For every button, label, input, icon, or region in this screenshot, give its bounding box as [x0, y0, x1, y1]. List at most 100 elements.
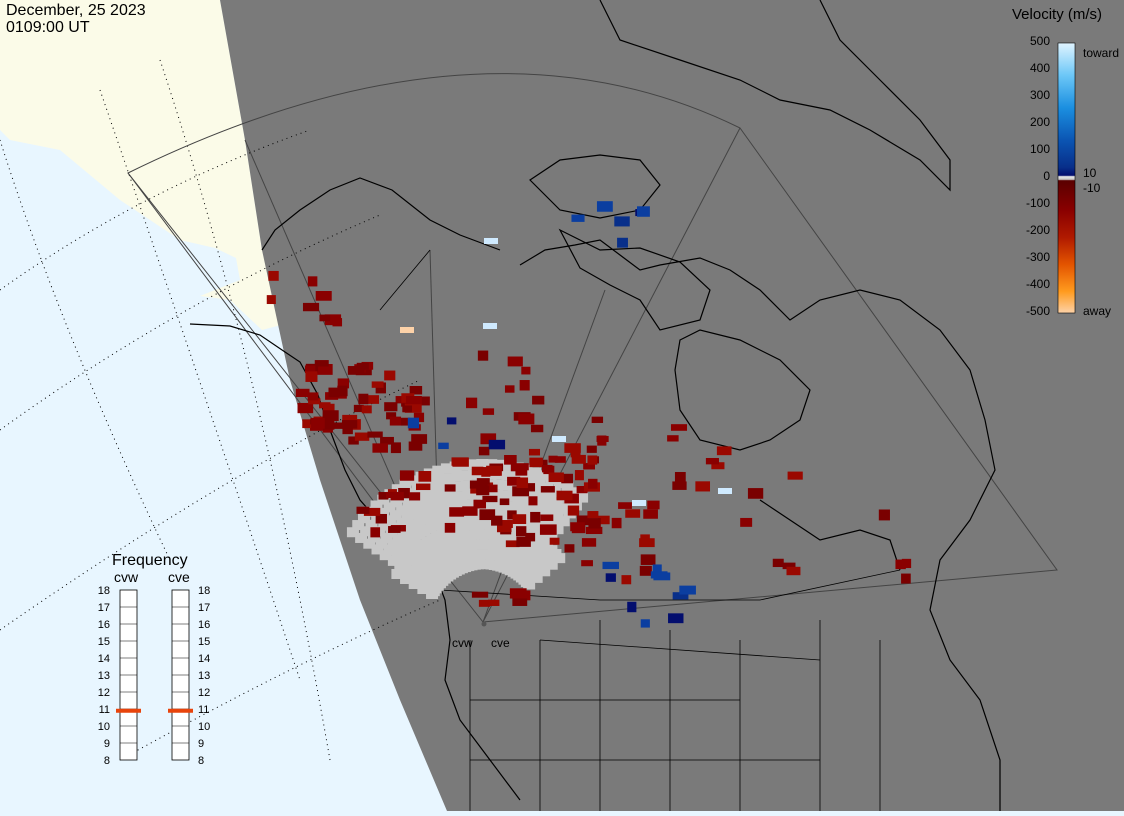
frequency-tick-label: 17 [98, 602, 110, 614]
velocity-cell [402, 405, 412, 413]
velocity-cell [478, 446, 490, 456]
velocity-cell [519, 380, 530, 391]
velocity-cell [512, 598, 528, 606]
ground-scatter-cell [569, 500, 582, 511]
velocity-cell [617, 237, 628, 248]
ground-scatter-cell [523, 579, 536, 590]
velocity-cell [679, 585, 696, 595]
ground-scatter-cell [433, 496, 446, 507]
ground-scatter-cell [469, 489, 482, 500]
velocity-cell [413, 412, 425, 423]
velocity-cell [587, 511, 599, 519]
frequency-tick-label: 11 [99, 704, 110, 716]
velocity-cell [539, 524, 557, 535]
velocity-cell [409, 385, 423, 395]
velocity-cell [409, 492, 421, 501]
ground-scatter-cell [437, 506, 450, 517]
velocity-cell [316, 364, 333, 375]
velocity-cell [576, 486, 588, 494]
frequency-radar-cve: cve [168, 569, 190, 585]
velocity-cell [348, 436, 359, 445]
ground-scatter-cell [432, 465, 445, 476]
velocity-cell [444, 522, 456, 533]
velocity-cell [372, 443, 388, 453]
velocity-cell [363, 507, 381, 516]
velocity-cell [528, 496, 538, 506]
ground-scatter-cell [370, 500, 383, 511]
ground-scatter-cell [553, 477, 566, 488]
ground-scatter-cell [499, 480, 512, 491]
ground-scatter-cell [509, 503, 522, 514]
ground-scatter-cell [383, 515, 396, 526]
svg-text:0: 0 [1043, 169, 1050, 183]
velocity-cell [483, 323, 497, 329]
velocity-cell [356, 506, 370, 514]
velocity-cell [670, 424, 688, 431]
velocity-cell [705, 457, 719, 465]
svg-text:-200: -200 [1026, 223, 1050, 237]
ground-scatter-cell [399, 479, 412, 490]
velocity-cell [308, 398, 321, 405]
velocity-cell [471, 466, 484, 476]
velocity-cell [532, 395, 545, 405]
velocity-cell [611, 517, 622, 529]
velocity-cell [302, 302, 320, 312]
ground-scatter-cell [557, 503, 570, 514]
velocity-cell [388, 526, 401, 533]
velocity-cell [328, 387, 340, 398]
velocity-cell [329, 422, 344, 429]
ground-scatter-cell [568, 487, 581, 498]
ground-scatter-cell [396, 505, 409, 516]
velocity-cell [398, 487, 410, 499]
ground-scatter-cell [537, 470, 550, 481]
ground-scatter-cell [414, 505, 427, 516]
velocity-cell [375, 382, 386, 394]
velocity-cell [583, 463, 595, 470]
velocity-cell [564, 544, 575, 553]
velocity-cell [653, 572, 671, 581]
ground-scatter-cell [360, 526, 373, 537]
velocity-cell [895, 559, 906, 570]
ground-scatter-cell [435, 475, 448, 486]
ground-scatter-cell [352, 520, 365, 531]
velocity-cell [353, 404, 364, 413]
velocity-cell [588, 518, 601, 529]
frequency-tick-label: 14 [98, 653, 110, 665]
svg-text:10: 10 [1083, 166, 1097, 180]
velocity-cell [640, 619, 650, 628]
ground-scatter-cell [452, 511, 465, 522]
velocity-cell [268, 270, 279, 281]
velocity-cell [548, 455, 558, 463]
velocity-cell [438, 442, 449, 450]
velocity-cell [787, 471, 803, 480]
ground-scatter-cell [401, 513, 414, 524]
svg-text:-500: -500 [1026, 304, 1050, 318]
velocity-cell [718, 488, 732, 494]
velocity-cell [484, 238, 498, 244]
velocity-cell [407, 417, 420, 429]
ground-scatter-cell [561, 482, 574, 493]
ground-scatter-cell [529, 467, 542, 478]
ground-scatter-cell [427, 499, 440, 510]
velocity-cell [504, 455, 517, 465]
velocity-cell [332, 318, 343, 327]
frequency-tick-label: 11 [198, 704, 209, 716]
ground-scatter-cell [346, 527, 359, 538]
ground-scatter-cell [416, 493, 429, 504]
velocity-cell [478, 599, 491, 607]
frequency-tick-label: 8 [104, 755, 110, 767]
velocity-cell [586, 445, 597, 453]
svg-text:away: away [1083, 304, 1111, 318]
ground-scatter-cell [551, 524, 564, 535]
ground-scatter-cell [495, 510, 508, 521]
velocity-cell [444, 484, 456, 492]
ground-scatter-cell [443, 473, 456, 484]
velocity-cell [598, 515, 610, 525]
velocity-cell [581, 538, 597, 547]
velocity-cell [614, 216, 630, 227]
velocity-cell [512, 514, 527, 524]
frequency-tick-label: 12 [198, 687, 210, 699]
velocity-cell [462, 506, 478, 516]
ground-scatter-cell [553, 553, 566, 564]
